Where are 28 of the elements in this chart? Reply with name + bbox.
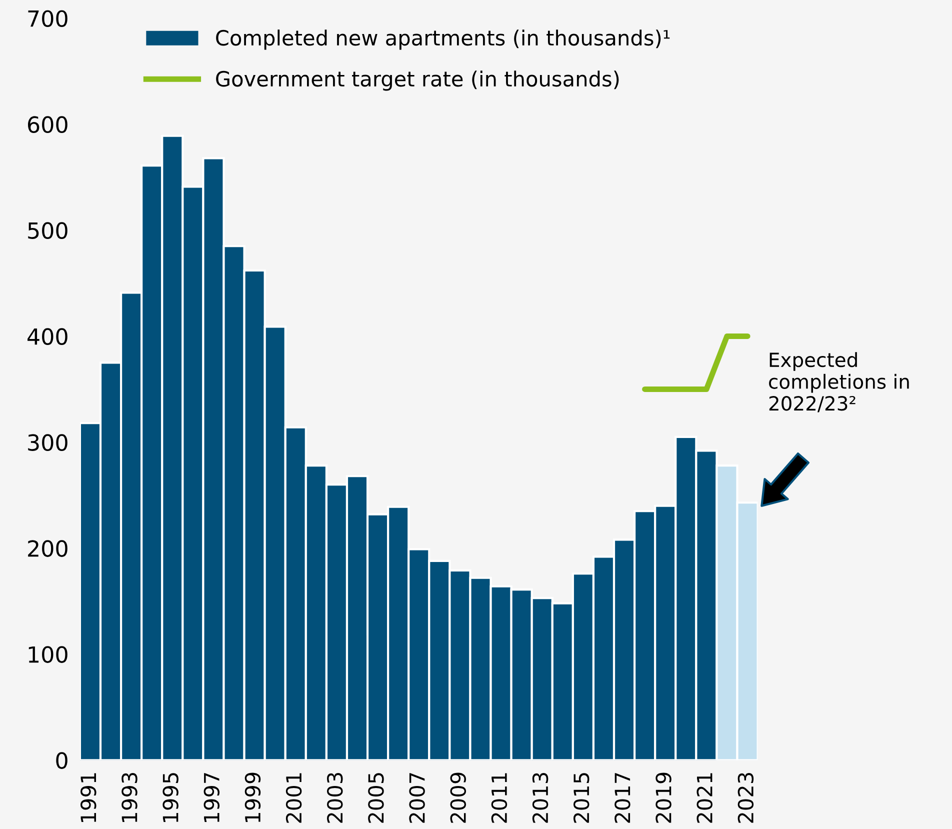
x-tick-label: 1999: [244, 772, 261, 822]
y-tick-label: 500: [28, 222, 68, 239]
x-tick-label: 2015: [573, 773, 590, 823]
y-tick-label: 100: [28, 646, 68, 663]
x-tick-label: 2003: [327, 772, 343, 823]
y-tick-label: 600: [28, 116, 68, 133]
x-tick-label: 2019: [656, 772, 672, 823]
x-tick-label: 1991: [80, 773, 96, 822]
y-tick-label: 400: [28, 328, 68, 345]
x-tick-label: 1997: [204, 773, 220, 822]
x-tick-label: 2011: [491, 773, 508, 823]
x-tick-label: 2007: [409, 773, 425, 823]
x-tick-label: 2023: [738, 772, 754, 823]
x-tick-label: 1993: [122, 772, 138, 822]
x-tick-label: 2013: [532, 772, 548, 823]
x-tick-label: 1995: [162, 773, 178, 822]
y-tick-label: 200: [28, 540, 68, 557]
legend-label: Completed new apartments (in thousands)¹: [216, 30, 670, 50]
text: Expected completions in 2022/23²: [769, 352, 909, 412]
x-tick-label: 2021: [696, 773, 712, 823]
legend-label: Government target rate (in thousands): [216, 70, 619, 91]
x-tick-label: 2009: [450, 772, 466, 823]
y-tick-label: 700: [28, 10, 68, 27]
y-tick-label: 300: [28, 434, 68, 451]
x-tick-label: 2017: [614, 773, 630, 823]
x-tick-label: 2005: [368, 773, 384, 823]
x-tick-label: 2001: [286, 773, 302, 823]
y-tick-label: 0: [56, 752, 68, 769]
